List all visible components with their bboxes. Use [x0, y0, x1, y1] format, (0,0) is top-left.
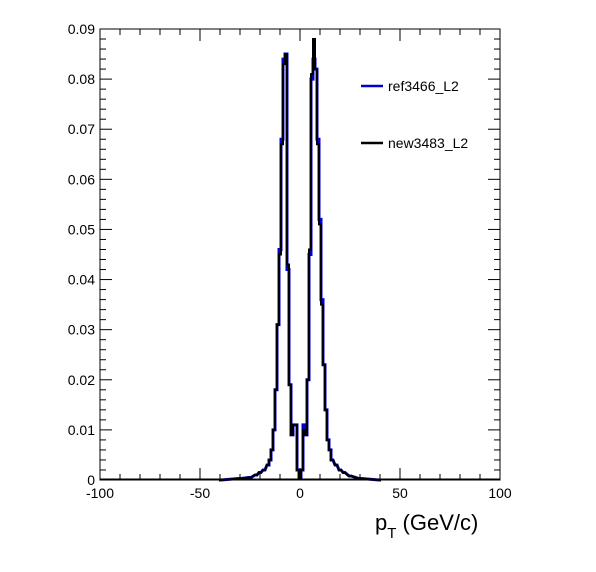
y-tick-label: 0.02	[68, 372, 95, 388]
y-tick-label: 0.03	[68, 322, 95, 338]
legend: ref3466_L2 new3483_L2	[361, 78, 468, 151]
y-tick-label: 0	[87, 472, 95, 488]
y-tick-label: 0.05	[68, 221, 95, 237]
x-axis-title: pT (GeV/c)	[375, 510, 478, 542]
y-tick-label: 0.09	[68, 21, 95, 37]
y-tick-label: 0.04	[68, 272, 95, 288]
legend-label-new3483_L2: new3483_L2	[388, 135, 468, 151]
x-tick-label: 50	[392, 485, 408, 501]
x-tick-label: 0	[296, 485, 304, 501]
tick-labels: -100 -50 0 50 100 0 0.01 0.02 0.03 0.04 0.05 0.06 0.…	[68, 21, 512, 501]
y-tick-label: 0.07	[68, 121, 95, 137]
x-tick-label: -100	[86, 485, 114, 501]
y-tick-label: 0.08	[68, 71, 95, 87]
series-line-new3483_L2	[219, 38, 381, 481]
x-tick-label: 100	[488, 485, 512, 501]
y-tick-label: 0.06	[68, 171, 95, 187]
x-tick-label: -50	[190, 485, 210, 501]
axis-ticks	[99, 28, 501, 481]
y-tick-label: 0.01	[68, 422, 95, 438]
legend-label-ref3466_L2: ref3466_L2	[388, 78, 459, 94]
